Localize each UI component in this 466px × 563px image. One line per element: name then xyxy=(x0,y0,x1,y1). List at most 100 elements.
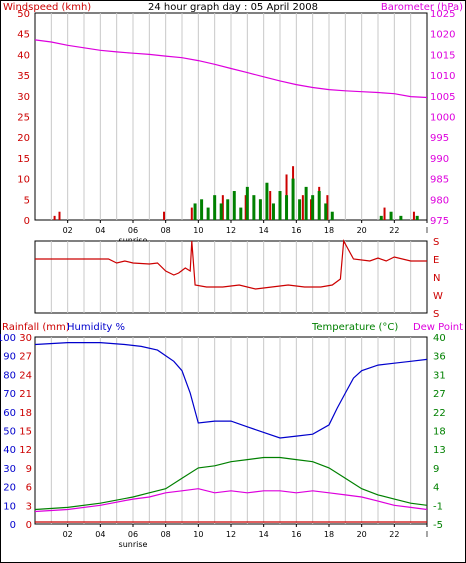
wind-gust-bar xyxy=(58,211,61,220)
temperature-tick-label: 4 xyxy=(433,483,439,494)
wind-tick-label: 0 xyxy=(24,216,30,227)
wind-avg-bar xyxy=(298,199,302,220)
humidity-tick-label: 30 xyxy=(3,464,16,475)
x-tick-label: 06 xyxy=(128,530,138,539)
dewpoint-line xyxy=(34,488,428,513)
wind-gust-bar xyxy=(412,211,415,220)
wind-tick-label: 5 xyxy=(24,195,30,206)
wind-avg-bar xyxy=(252,195,256,220)
direction-label: N xyxy=(433,273,440,284)
barometer-tick-label: 1025 xyxy=(430,9,455,20)
barometer-tick-label: 1005 xyxy=(430,92,455,103)
barometer-tick-label: 1020 xyxy=(430,30,455,41)
temperature-line xyxy=(34,456,428,511)
x-tick-label: 10 xyxy=(193,226,203,235)
wind-gust-bar xyxy=(221,195,224,220)
wind-avg-bar xyxy=(213,195,217,220)
chart-title: 24 hour graph day : 05 April 2008 xyxy=(148,2,318,13)
wind-avg-bar xyxy=(291,178,295,220)
x-tick-label: 08 xyxy=(161,226,171,235)
wind-tick-label: 20 xyxy=(17,133,30,144)
x-tick-label: 20 xyxy=(357,226,367,235)
wind-gust-bar xyxy=(301,195,304,220)
x-tick-label: 16 xyxy=(291,226,301,235)
rainfall-tick-label: 27 xyxy=(19,352,32,363)
wind-gust-bar xyxy=(269,191,272,220)
rainfall-tick-label: 12 xyxy=(19,445,32,456)
wind-avg-bar xyxy=(317,191,321,220)
wind-gust-bar xyxy=(190,207,193,220)
x-tick-label: 18 xyxy=(324,530,334,539)
temperature-tick-label: 31 xyxy=(433,370,446,381)
wind-gust-bar xyxy=(244,195,247,220)
rainfall-tick-label: 30 xyxy=(19,333,32,344)
temperature-tick-label: 27 xyxy=(433,389,446,400)
x-tick-label: 14 xyxy=(259,226,269,235)
sunrise-label: sunrise xyxy=(119,540,148,549)
humidity-tick-label: 70 xyxy=(3,389,16,400)
wind-tick-label: 40 xyxy=(17,50,30,61)
wind-tick-label: 30 xyxy=(17,92,30,103)
rainfall-tick-label: 6 xyxy=(26,483,32,494)
wind-avg-bar xyxy=(330,211,334,220)
x-tick-label: l xyxy=(426,226,428,235)
x-tick-label: 10 xyxy=(193,530,203,539)
wind-avg-bar xyxy=(226,199,230,220)
direction-line xyxy=(35,238,427,290)
wind-avg-bar xyxy=(258,199,262,220)
dewpoint-axis-title: Dew Point xyxy=(413,322,463,333)
temperature-tick-label: 22 xyxy=(433,408,446,419)
humidity-tick-label: 0 xyxy=(10,520,16,531)
humidity-tick-label: 60 xyxy=(3,408,16,419)
wind-axis-title: Windspeed (kmh) xyxy=(3,2,91,13)
wind-tick-label: 50 xyxy=(17,9,30,20)
rainfall-tick-label: 18 xyxy=(19,408,32,419)
wind-avg-bar xyxy=(285,195,289,220)
x-tick-label: 06 xyxy=(128,226,138,235)
wind-avg-bar xyxy=(206,207,210,220)
wind-avg-bar xyxy=(311,195,315,220)
rainfall-axis-title: Rainfall (mm) xyxy=(2,322,70,333)
humidity-tick-label: 90 xyxy=(3,352,16,363)
wind-tick-label: 45 xyxy=(17,30,30,41)
x-tick-label: 02 xyxy=(63,530,73,539)
temperature-tick-label: 18 xyxy=(433,427,446,438)
barometer-tick-label: 990 xyxy=(430,154,449,165)
wind-avg-bar xyxy=(304,186,308,220)
x-tick-label: 04 xyxy=(95,226,105,235)
temperature-tick-label: -1 xyxy=(433,501,443,512)
wind-gust-bar xyxy=(310,199,313,220)
temperature-tick-label: 40 xyxy=(433,333,446,344)
x-tick-label: 22 xyxy=(389,226,399,235)
wind-tick-label: 35 xyxy=(17,71,30,82)
temperature-axis-title: Temperature (°C) xyxy=(311,322,398,333)
rainfall-tick-label: 21 xyxy=(19,389,32,400)
x-tick-label: 08 xyxy=(161,530,171,539)
wind-avg-bar xyxy=(245,186,249,220)
humidity-tick-label: 10 xyxy=(3,501,16,512)
wind-avg-bar xyxy=(271,203,275,220)
wind-tick-label: 15 xyxy=(17,154,30,165)
x-tick-label: 14 xyxy=(259,530,269,539)
wind-avg-bar xyxy=(278,191,282,220)
direction-label: W xyxy=(433,291,443,302)
barometer-tick-label: 985 xyxy=(430,175,449,186)
wind-avg-bar xyxy=(193,203,197,220)
wind-avg-bar xyxy=(219,203,223,220)
wind-tick-label: 25 xyxy=(17,113,30,124)
wind-avg-bar xyxy=(399,215,403,220)
direction-label: E xyxy=(433,255,439,266)
rainfall-tick-label: 9 xyxy=(26,464,32,475)
x-tick-label: 20 xyxy=(357,530,367,539)
barometer-tick-label: 1010 xyxy=(430,71,455,82)
wind-avg-bar xyxy=(415,215,419,220)
temperature-tick-label: 9 xyxy=(433,464,439,475)
x-tick-label: l xyxy=(426,530,428,539)
direction-label: S xyxy=(433,309,439,320)
barometer-tick-label: 1000 xyxy=(430,113,455,124)
humidity-tick-label: 100 xyxy=(0,333,16,344)
x-tick-label: 22 xyxy=(389,530,399,539)
rainfall-tick-label: 3 xyxy=(26,501,32,512)
wind-avg-bar xyxy=(265,182,269,220)
